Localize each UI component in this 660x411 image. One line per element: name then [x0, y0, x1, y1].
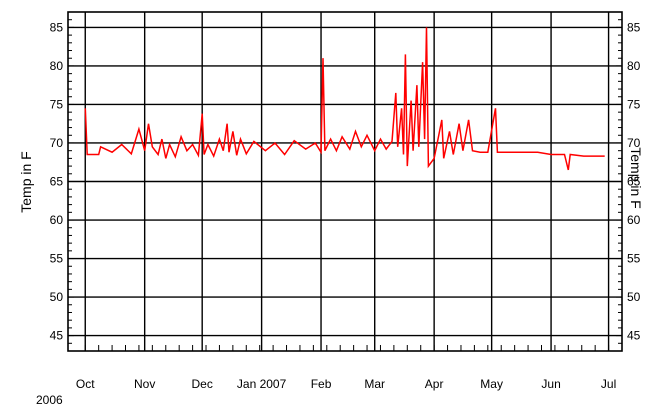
x-tick-label: Jun	[541, 377, 560, 391]
x-tick-label: Oct	[76, 377, 95, 391]
temperature-series-line	[84, 27, 605, 171]
x-tick-label: Mar	[364, 377, 385, 391]
x-tick-label: May	[480, 377, 503, 391]
y-tick-label: 45	[627, 329, 641, 343]
y-tick-label: 65	[627, 175, 641, 189]
y-tick-label: 70	[627, 136, 641, 150]
y-tick-label: 85	[50, 20, 64, 34]
y-tick-label: 80	[627, 59, 641, 73]
x-year-label: 2006	[36, 393, 63, 407]
x-tick-labels: Oct Nov Dec Jan 2007 Feb Mar Apr May Jun Jul	[76, 377, 616, 391]
x-tick-label: Apr	[425, 377, 444, 391]
x-tick-label: Nov	[134, 377, 155, 391]
y-tick-label: 70	[50, 136, 64, 150]
y-axis-title-right: Temp in F	[628, 147, 644, 208]
y-tick-label: 80	[50, 59, 64, 73]
y-tick-label: 65	[50, 175, 64, 189]
x-tick-label: Feb	[311, 377, 332, 391]
x-tick-label: Jul	[601, 377, 616, 391]
y-tick-label: 75	[627, 97, 641, 111]
gridlines	[68, 12, 622, 351]
plot-frame	[67, 11, 623, 352]
y-tick-labels-right: 45 50 55 60 65 70 75 80 85	[627, 20, 641, 342]
y-tick-label: 55	[50, 252, 64, 266]
y-tick-label: 55	[627, 252, 641, 266]
y-tick-label: 50	[627, 290, 641, 304]
y-axis-title-left: Temp in F	[18, 151, 34, 212]
y-tick-label: 85	[627, 20, 641, 34]
series-layer	[84, 27, 605, 171]
y-tick-labels-left: 45 50 55 60 65 70 75 80 85	[50, 20, 64, 342]
y-tick-label: 60	[50, 213, 64, 227]
x-tick-label: Jan 2007	[237, 377, 287, 391]
y-tick-label: 75	[50, 97, 64, 111]
y-tick-label: 50	[50, 290, 64, 304]
x-tick-label: Dec	[192, 377, 213, 391]
y-tick-label: 45	[50, 329, 64, 343]
y-tick-label: 60	[627, 213, 641, 227]
